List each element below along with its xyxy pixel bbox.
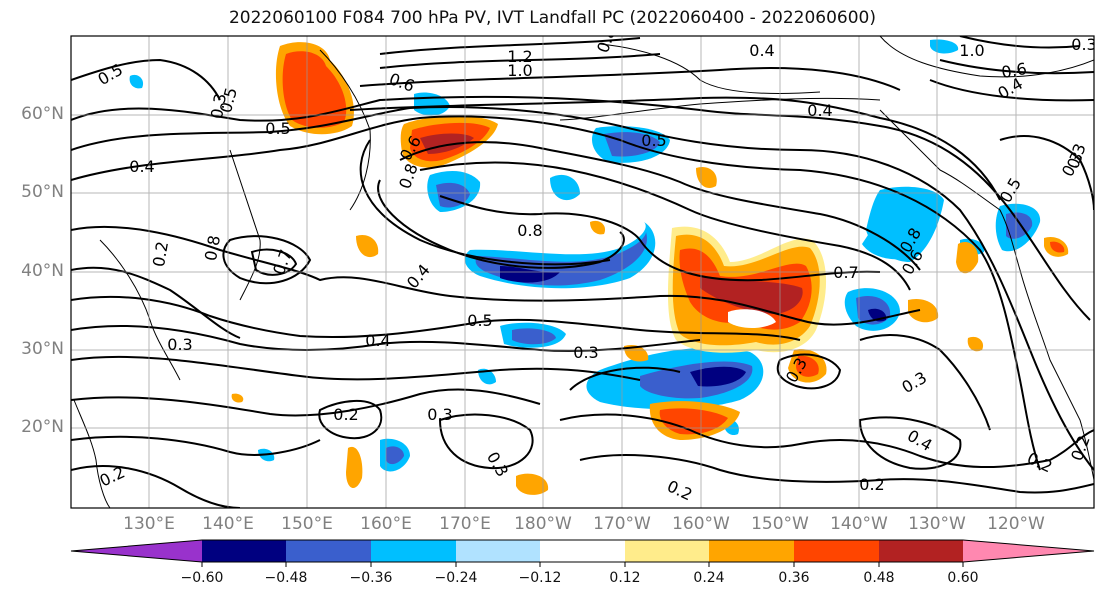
contour-label: 0.5: [641, 131, 666, 150]
colorbar-segment: [371, 540, 456, 562]
lon-label: 150°W: [751, 514, 809, 534]
colorbar-tick: −0.12: [518, 570, 562, 586]
contour-label: 0.2: [859, 475, 884, 494]
contour-label: 0.7: [833, 263, 858, 282]
colorbar-tick: −0.48: [264, 570, 308, 586]
contour-label: 1.2: [507, 47, 532, 66]
contour-label: 1.0: [507, 61, 532, 80]
lat-label: 50°N: [21, 182, 64, 202]
colorbar-segment: [286, 540, 371, 562]
lat-label: 40°N: [21, 261, 64, 281]
lon-label: 130°W: [908, 514, 966, 534]
contour-label: 0.3: [167, 335, 192, 354]
contour-label: 0.4: [129, 157, 154, 176]
contour-label: 0.5: [265, 119, 290, 138]
lat-label: 60°N: [21, 104, 64, 124]
contour-label: 0.3: [1071, 35, 1096, 54]
gridlines: [71, 36, 1094, 508]
lon-label: 170°E: [439, 514, 491, 534]
contour-label: 0.4: [749, 41, 774, 60]
contour-label: 0.4: [807, 101, 832, 120]
contour-label: 1.0: [959, 41, 984, 60]
colorbar-segment: [794, 540, 879, 562]
colorbar-tick: 0.36: [778, 570, 810, 586]
lon-label: 180°W: [514, 514, 572, 534]
contour-label: 0.6: [1000, 59, 1028, 82]
contour-label: 0.3: [207, 92, 230, 120]
colorbar-tick: −0.36: [349, 570, 393, 586]
lon-label: 120°W: [987, 514, 1045, 534]
map-title: 2022060100 F084 700 hPa PV, IVT Landfall…: [228, 8, 876, 28]
colorbar-tick: 0.24: [693, 570, 725, 586]
colorbar-tick: −0.60: [180, 570, 224, 586]
colorbar-tick: 0.60: [947, 570, 979, 586]
contour-label: 0.8: [517, 221, 542, 240]
colorbar-extend-min: [71, 540, 202, 562]
colorbar: [70, 539, 1095, 567]
lat-label: 30°N: [21, 339, 64, 359]
colorbar-segment: [709, 540, 794, 562]
colorbar-tick: 0.12: [609, 570, 641, 586]
lon-label: 150°E: [281, 514, 333, 534]
lon-label: 130°E: [123, 514, 175, 534]
lat-label: 20°N: [21, 417, 64, 437]
pv-contours: [71, 36, 1094, 508]
colorbar-tick: −0.24: [434, 570, 478, 586]
contour-label: 0.5: [467, 311, 492, 330]
contour-label: 0.2: [149, 240, 172, 268]
colorbar-segment: [625, 540, 709, 562]
contour-label: 0.3: [573, 343, 598, 362]
colorbar-segment: [456, 540, 540, 562]
lon-label: 170°W: [593, 514, 651, 534]
contour-label: 0.4: [365, 331, 390, 350]
colorbar-segment: [540, 540, 625, 562]
lon-label: 160°E: [360, 514, 412, 534]
contour-label: 0.8: [201, 234, 224, 262]
colorbar-tick: 0.48: [863, 570, 895, 586]
contour-label: 0.2: [333, 405, 358, 424]
contour-label: 0.3: [427, 405, 452, 424]
lon-label: 160°W: [672, 514, 730, 534]
lon-label: 140°E: [202, 514, 254, 534]
colorbar-extend-max: [963, 540, 1094, 562]
colorbar-segment: [202, 540, 286, 562]
lon-label: 140°W: [830, 514, 888, 534]
colorbar-segment: [879, 540, 963, 562]
